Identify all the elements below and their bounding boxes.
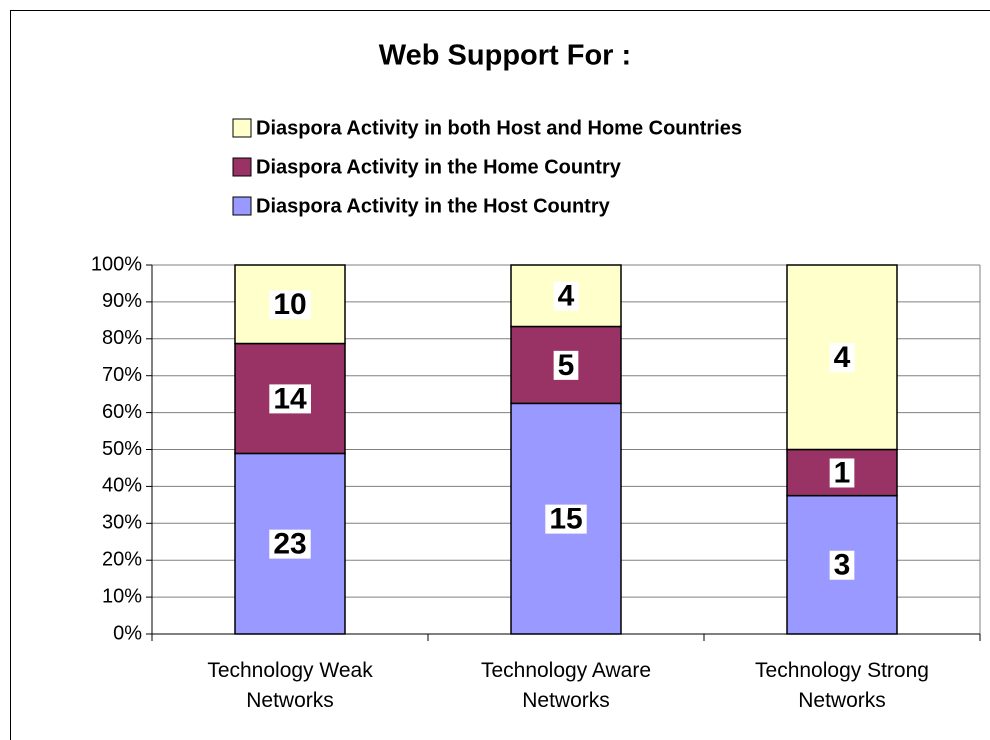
y-tick-label: 70%: [102, 364, 142, 386]
data-label-bg: [269, 529, 311, 559]
data-label-bg: [829, 550, 855, 580]
y-tick-label: 30%: [102, 512, 142, 534]
data-label: 3: [834, 549, 851, 582]
y-tick-label: 0%: [113, 622, 142, 644]
x-tick-label: Technology Strong Networks: [755, 659, 929, 712]
x-tick-label: Technology Weak Networks: [207, 659, 373, 712]
data-label-bg: [829, 343, 855, 373]
data-label-bg: [269, 384, 311, 414]
data-label: 15: [549, 503, 582, 536]
data-label: 23: [273, 528, 306, 561]
x-tick-label: Technology Aware Networks: [480, 659, 652, 712]
data-label-bg: [545, 504, 587, 534]
legend-label: Diaspora Activity in the Host Country: [256, 195, 611, 217]
bar-segment: [510, 325, 622, 405]
y-tick-label: 10%: [102, 585, 142, 607]
data-label-bg: [269, 290, 311, 320]
y-tick-label: 20%: [102, 548, 142, 570]
legend-swatch: [232, 196, 252, 216]
data-label: 10: [273, 288, 306, 321]
data-label: 4: [558, 280, 575, 313]
data-label-bg: [553, 350, 579, 380]
y-tick-label: 90%: [102, 290, 142, 312]
y-tick-label: 80%: [102, 327, 142, 349]
data-label-bg: [553, 281, 579, 311]
y-tick-label: 100%: [91, 253, 142, 275]
chart-title: Web Support For :: [379, 40, 631, 72]
data-label-bg: [829, 458, 855, 488]
y-tick-label: 50%: [102, 438, 142, 460]
data-label: 1: [834, 456, 851, 489]
legend-label: Diaspora Activity in both Host and Home …: [256, 117, 742, 139]
legend-swatch: [232, 118, 252, 138]
data-label: 5: [558, 349, 575, 382]
data-label: 4: [834, 341, 851, 374]
data-label: 14: [273, 382, 307, 415]
legend-swatch: [232, 157, 252, 177]
y-tick-label: 40%: [102, 475, 142, 497]
y-tick-label: 60%: [102, 401, 142, 423]
legend-label: Diaspora Activity in the Home Country: [256, 156, 622, 178]
